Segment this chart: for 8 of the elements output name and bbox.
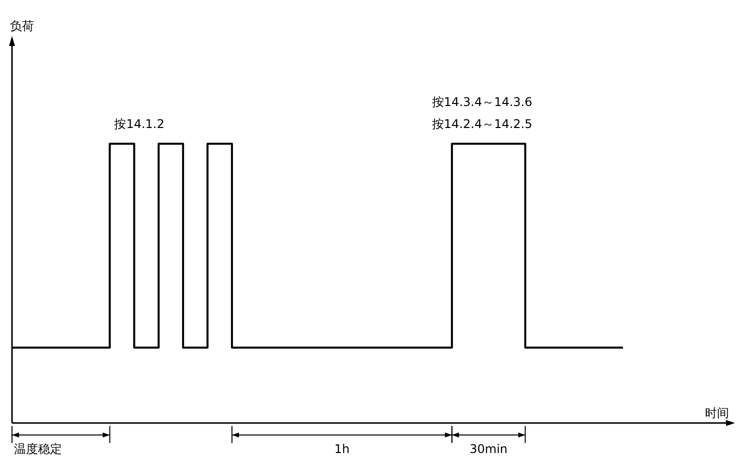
text: 温度稳定 bbox=[14, 442, 62, 456]
text: 按14.2.4～14.2.5 bbox=[432, 116, 532, 131]
text: 按14.1.2 bbox=[114, 116, 164, 131]
text: 时间 bbox=[705, 406, 729, 420]
text: 30min bbox=[470, 442, 508, 456]
text: 1h bbox=[334, 442, 350, 456]
text: 按14.3.4～14.3.6 bbox=[432, 94, 532, 109]
text: 负荷 bbox=[10, 19, 34, 33]
